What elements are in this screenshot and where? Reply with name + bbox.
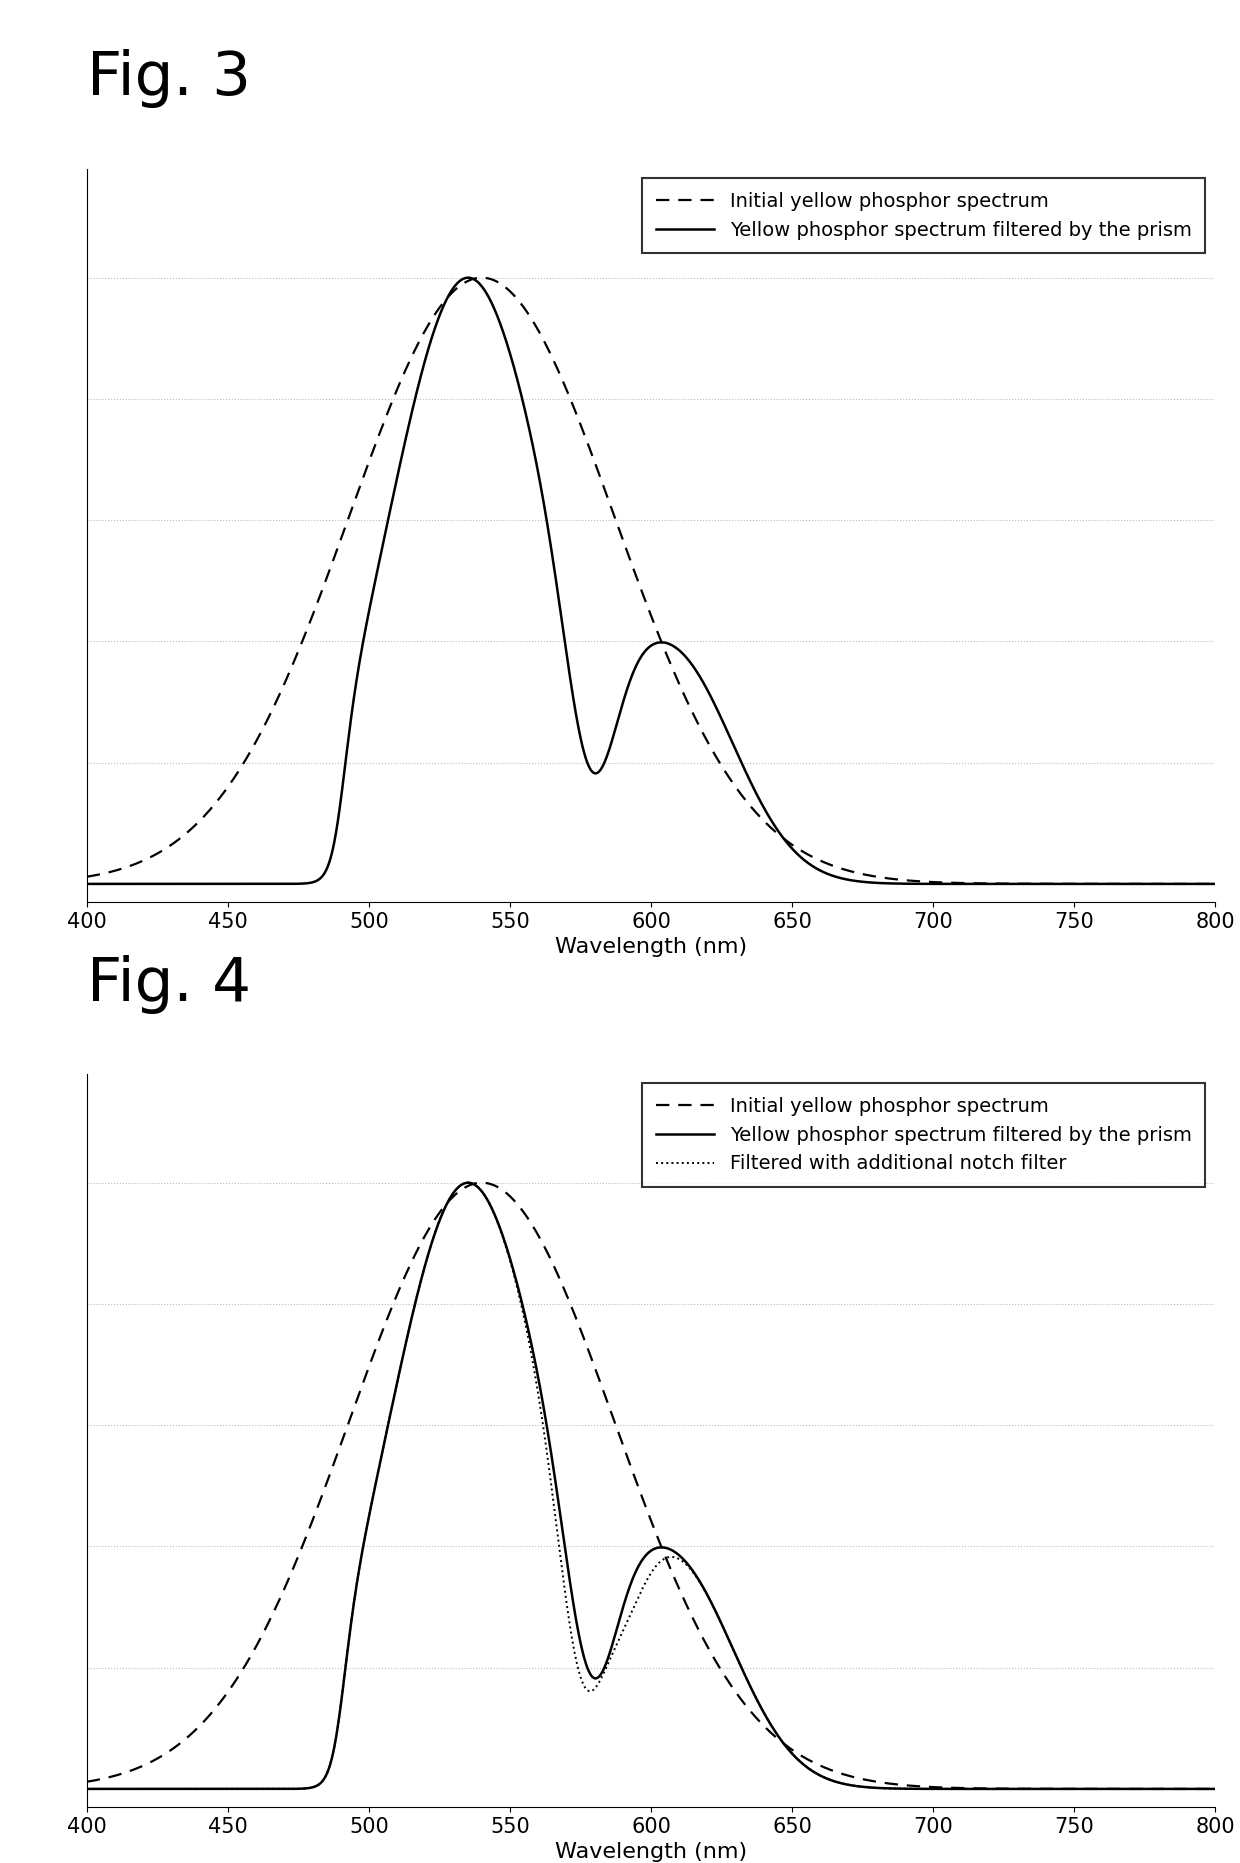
- Yellow phosphor spectrum filtered by the prism: [1208, 1777, 1223, 1800]
- Initial yellow phosphor spectrum: [1208, 872, 1223, 894]
- Yellow phosphor spectrum filtered by the prism: [563, 1572, 578, 1595]
- Initial yellow phosphor spectrum: [554, 365, 569, 388]
- Filtered with additional notch filter: [899, 1777, 914, 1800]
- Legend: Initial yellow phosphor spectrum, Yellow phosphor spectrum filtered by the prism: Initial yellow phosphor spectrum, Yellow…: [642, 179, 1205, 253]
- Line: Initial yellow phosphor spectrum: Initial yellow phosphor spectrum: [87, 278, 1215, 883]
- Initial yellow phosphor spectrum: [563, 388, 578, 410]
- Filtered with additional notch filter: [1173, 1777, 1188, 1800]
- Yellow phosphor spectrum filtered by the prism: [616, 691, 631, 714]
- Initial yellow phosphor spectrum: [79, 866, 94, 889]
- Filtered with additional notch filter: [1117, 1777, 1132, 1800]
- Initial yellow phosphor spectrum: [554, 1271, 569, 1293]
- Yellow phosphor spectrum filtered by the prism: [1117, 872, 1132, 894]
- Yellow phosphor spectrum filtered by the prism: [460, 1172, 475, 1194]
- Filtered with additional notch filter: [1208, 1777, 1223, 1800]
- Initial yellow phosphor spectrum: [899, 1774, 914, 1796]
- Filtered with additional notch filter: [460, 1172, 475, 1194]
- Yellow phosphor spectrum filtered by the prism: [1173, 872, 1188, 894]
- Initial yellow phosphor spectrum: [475, 266, 490, 289]
- Yellow phosphor spectrum filtered by the prism: [1208, 872, 1223, 894]
- Yellow phosphor spectrum filtered by the prism: [79, 872, 94, 894]
- Yellow phosphor spectrum filtered by the prism: [616, 1595, 631, 1617]
- Filtered with additional notch filter: [616, 1619, 631, 1641]
- Yellow phosphor spectrum filtered by the prism: [460, 266, 475, 289]
- Legend: Initial yellow phosphor spectrum, Yellow phosphor spectrum filtered by the prism: Initial yellow phosphor spectrum, Yellow…: [642, 1082, 1205, 1187]
- Line: Filtered with additional notch filter: Filtered with additional notch filter: [87, 1183, 1215, 1788]
- Yellow phosphor spectrum filtered by the prism: [563, 667, 578, 689]
- Text: Fig. 4: Fig. 4: [87, 954, 250, 1013]
- Yellow phosphor spectrum filtered by the prism: [899, 872, 914, 894]
- Text: Fig. 3: Fig. 3: [87, 50, 250, 108]
- Initial yellow phosphor spectrum: [616, 1435, 631, 1457]
- Filtered with additional notch filter: [79, 1777, 94, 1800]
- Yellow phosphor spectrum filtered by the prism: [554, 605, 569, 628]
- Line: Yellow phosphor spectrum filtered by the prism: Yellow phosphor spectrum filtered by the…: [87, 278, 1215, 883]
- Yellow phosphor spectrum filtered by the prism: [1117, 1777, 1132, 1800]
- Initial yellow phosphor spectrum: [899, 870, 914, 892]
- Initial yellow phosphor spectrum: [1208, 1777, 1223, 1800]
- X-axis label: Wavelength (nm): Wavelength (nm): [556, 1843, 746, 1863]
- Initial yellow phosphor spectrum: [1117, 872, 1132, 894]
- Initial yellow phosphor spectrum: [475, 1172, 490, 1194]
- Yellow phosphor spectrum filtered by the prism: [899, 1777, 914, 1800]
- Yellow phosphor spectrum filtered by the prism: [1173, 1777, 1188, 1800]
- Initial yellow phosphor spectrum: [616, 529, 631, 551]
- Filtered with additional notch filter: [563, 1615, 578, 1638]
- Filtered with additional notch filter: [554, 1552, 569, 1574]
- Line: Yellow phosphor spectrum filtered by the prism: Yellow phosphor spectrum filtered by the…: [87, 1183, 1215, 1788]
- Yellow phosphor spectrum filtered by the prism: [79, 1777, 94, 1800]
- X-axis label: Wavelength (nm): Wavelength (nm): [556, 937, 746, 958]
- Initial yellow phosphor spectrum: [563, 1293, 578, 1315]
- Initial yellow phosphor spectrum: [79, 1770, 94, 1792]
- Initial yellow phosphor spectrum: [1173, 872, 1188, 894]
- Initial yellow phosphor spectrum: [1173, 1777, 1188, 1800]
- Line: Initial yellow phosphor spectrum: Initial yellow phosphor spectrum: [87, 1183, 1215, 1788]
- Initial yellow phosphor spectrum: [1117, 1777, 1132, 1800]
- Yellow phosphor spectrum filtered by the prism: [554, 1509, 569, 1531]
